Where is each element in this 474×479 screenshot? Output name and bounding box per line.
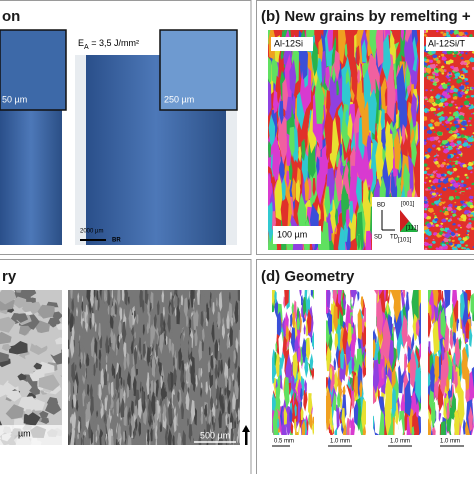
- scale-label: 2000 µm: [80, 229, 103, 235]
- axis-label: BD: [377, 203, 386, 209]
- grain: [369, 287, 376, 332]
- energy-value: = 3,5 J/mm²: [89, 38, 139, 48]
- orientation-label: [101]: [398, 238, 412, 244]
- panel-title: ry: [2, 268, 17, 285]
- scale-label: 1.0 mm: [390, 439, 410, 445]
- direction-label: BR: [112, 238, 121, 244]
- panel-title: (b) New grains by remelting +: [261, 8, 471, 25]
- grain: [423, 105, 425, 107]
- sample-label: Al-12Si: [274, 38, 303, 48]
- scale-label: 1.0 mm: [330, 439, 350, 445]
- grain: [440, 421, 446, 450]
- grain: [421, 116, 427, 121]
- axis-label: SD: [374, 235, 383, 241]
- scale-label: 50 µm: [2, 94, 27, 104]
- grain: [16, 288, 22, 293]
- micrograph: [0, 110, 62, 245]
- grain: [365, 231, 371, 261]
- scale-label: 100 µm: [277, 229, 307, 239]
- label-box: [0, 425, 62, 445]
- grain: [156, 440, 158, 448]
- scale-label: 1.0 mm: [440, 439, 460, 445]
- scale-label: 250 µm: [164, 94, 194, 104]
- orientation-label: [001]: [401, 202, 415, 208]
- ebsd-strip: [270, 274, 316, 450]
- ebsd-strip: [426, 271, 474, 450]
- panel-title: on: [2, 8, 20, 25]
- panel-title: (d) Geometry: [261, 268, 355, 285]
- scale-label: 0.5 mm: [274, 439, 294, 445]
- arrow: [245, 431, 248, 445]
- arrow: [242, 425, 250, 432]
- scale-label: µm: [18, 428, 31, 438]
- ebsd-map: [421, 29, 474, 252]
- sample-label: Al-12Si/T: [428, 38, 466, 48]
- grain: [67, 339, 69, 350]
- ebsd-strip: [369, 267, 424, 451]
- grain: [238, 286, 241, 302]
- grain: [446, 29, 451, 32]
- energy-label: EA = 3,5 J/mm²: [78, 38, 139, 50]
- scale-label: 500 µm: [200, 430, 230, 440]
- ebsd-strip: [324, 279, 368, 445]
- orientation-label: [111]: [406, 226, 419, 232]
